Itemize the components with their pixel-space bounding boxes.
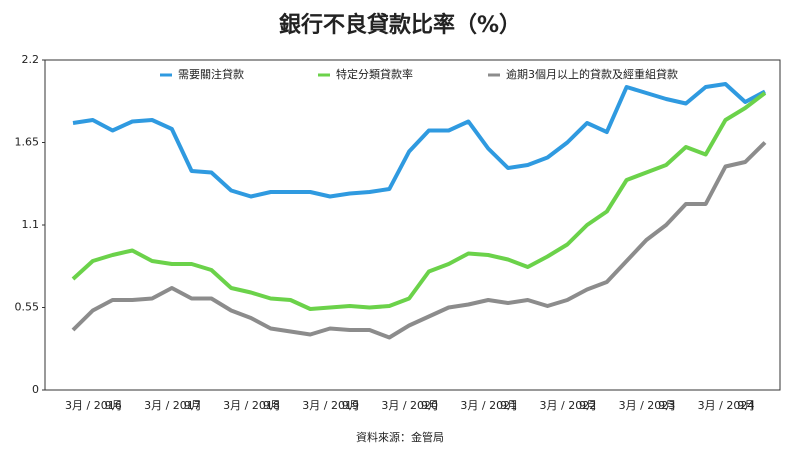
y-tick-label: 0.55: [15, 301, 40, 314]
x-tick-label: 9月: [579, 399, 597, 412]
legend-label: 需要關注貸款: [178, 67, 244, 81]
x-tick-label: 3月 / 2020: [381, 399, 438, 412]
y-tick-label: 2.2: [22, 53, 40, 66]
x-tick-label: 9月: [658, 399, 676, 412]
chart-title: 銀行不良貸款比率（%）: [279, 12, 521, 38]
x-tick-label: 3月 / 2017: [144, 399, 201, 412]
y-tick-label: 0: [32, 383, 39, 396]
x-tick-label: 9月: [500, 399, 518, 412]
x-tick-label: 3月 / 2019: [302, 399, 359, 412]
x-tick-label: 9月: [342, 399, 360, 412]
legend-label: 逾期3個月以上的貸款及經重組貸款: [506, 67, 678, 81]
x-tick-label: 3月 / 2024: [698, 399, 755, 412]
x-tick-label: 3月 / 2022: [540, 399, 597, 412]
x-tick-label: 3月 / 2018: [223, 399, 280, 412]
x-tick-label: 3月 / 2023: [619, 399, 676, 412]
x-tick-label: 9月: [105, 399, 123, 412]
series-line: [71, 141, 767, 340]
y-tick-label: 1.65: [15, 136, 40, 149]
legend-label: 特定分類貸款率: [336, 67, 413, 81]
x-tick-label: 9月: [263, 399, 281, 412]
x-tick-label: 9月: [184, 399, 202, 412]
source-note: 資料來源：金管局: [356, 430, 444, 444]
plot-frame: [44, 59, 781, 391]
x-tick-label: 3月 / 2021: [460, 399, 517, 412]
x-tick-label: 9月: [421, 399, 439, 412]
x-tick-label: 3月 / 2016: [65, 399, 122, 412]
y-tick-label: 1.1: [22, 218, 40, 231]
series-line: [72, 82, 766, 199]
series-line: [71, 91, 767, 311]
x-tick-label: 9月: [737, 399, 755, 412]
